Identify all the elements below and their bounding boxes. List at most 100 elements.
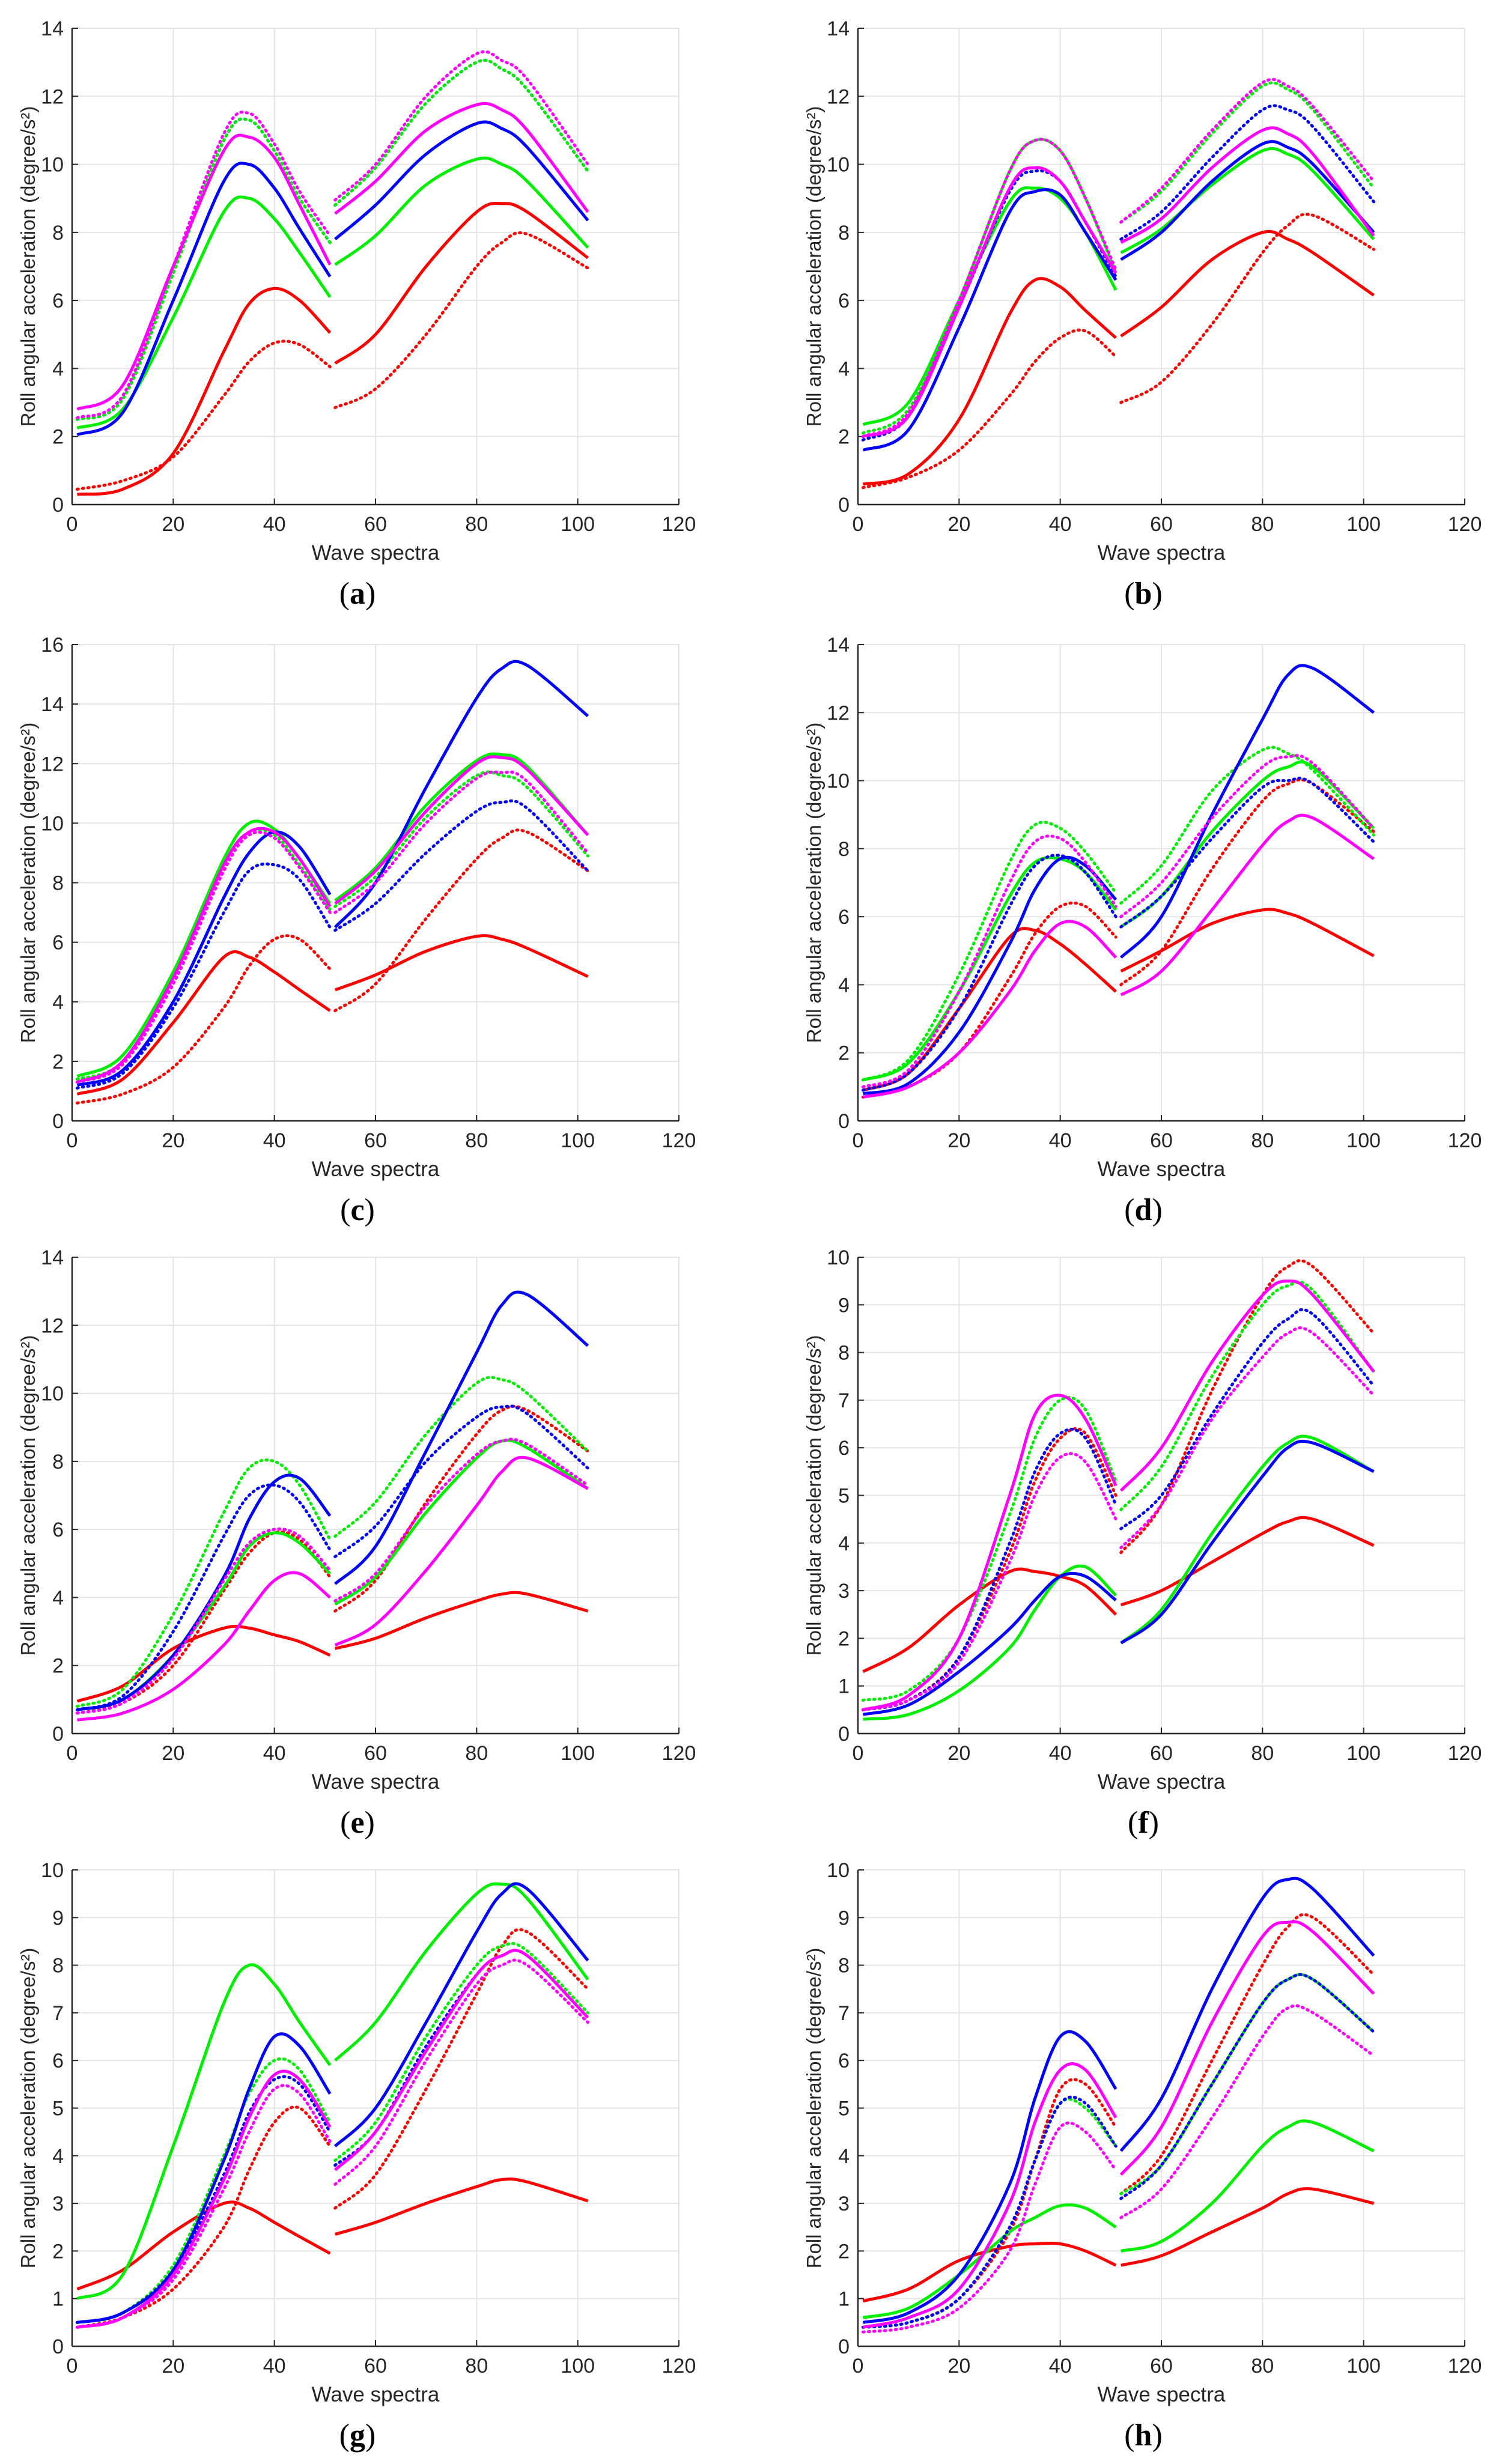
series-magenta-solid-segment-1 (77, 1571, 331, 1722)
y-tick-label: 5 (838, 1485, 850, 1508)
x-tick-label: 80 (465, 1742, 488, 1765)
series-magenta-solid-segment-1 (76, 827, 332, 1084)
subplot-d: 0 20 40 60 80 100 120 0 2 4 6 8 10 12 14 Wave spectra Ro… (803, 634, 1482, 1227)
series-magenta-dotted-segment-1 (861, 138, 1117, 438)
subplot-a: 0 20 40 60 80 100 120 0 2 4 6 8 10 12 14 Wave spectra Ro… (17, 17, 696, 611)
series-green-solid-segment-2 (334, 1439, 589, 1606)
y-tick-label: 4 (52, 357, 64, 380)
y-tick-label: 1 (838, 2288, 850, 2311)
x-tick-label: 80 (1251, 2355, 1274, 2378)
x-tick-label: 100 (1346, 513, 1381, 536)
y-axis-label: Roll angular acceleration (degree/s²) (17, 723, 39, 1043)
series-magenta-dotted-segment-2 (1119, 754, 1375, 918)
caption-open: ( (339, 2418, 350, 2453)
series-magenta-dotted-segment-2 (333, 770, 589, 914)
series-blue-dotted-segment-2 (1119, 104, 1375, 241)
series-red-dotted-segment-1 (75, 1530, 332, 1715)
y-tick-label: 1 (838, 1675, 850, 1698)
y-tick-label: 2 (52, 1655, 64, 1678)
series-green-solid-segment-1 (863, 1564, 1117, 1721)
x-tick-label: 0 (67, 2355, 78, 2378)
series-blue-dotted-segment-2 (333, 799, 589, 932)
series-red-solid-segment-2 (335, 1591, 589, 1650)
series-red-dotted-segment-2 (1119, 1259, 1375, 1555)
y-tick-label: 0 (52, 1723, 64, 1746)
series-red-solid-segment-1 (77, 287, 332, 496)
series-red-dotted-segment-1 (75, 339, 332, 491)
y-tick-label: 8 (838, 838, 850, 861)
series-blue-solid-segment-1 (76, 1473, 332, 1711)
y-tick-label: 10 (827, 770, 850, 793)
series-magenta-dotted-segment-1 (861, 834, 1117, 1088)
series-magenta-solid-segment-2 (334, 1455, 589, 1646)
series-magenta-solid-segment-1 (76, 2069, 332, 2329)
x-axis-label: Wave spectra (1098, 1158, 1226, 1181)
series-red-solid-segment-1 (862, 277, 1117, 486)
series-magenta-solid-segment-1 (862, 166, 1117, 438)
y-tick-label: 6 (838, 1437, 850, 1460)
y-axis-label: Roll angular acceleration (degree/s²) (803, 106, 825, 427)
series-red-solid-segment-2 (1121, 2187, 1375, 2267)
caption-close: ) (365, 1193, 375, 1227)
series-blue-dotted-segment-2 (1119, 1308, 1375, 1531)
series-green-dotted-segment-1 (861, 1396, 1117, 1702)
y-axis-label: Roll angular acceleration (degree/s²) (17, 1335, 39, 1656)
series-magenta-dotted-segment-2 (333, 1958, 589, 2186)
caption-letter: e (350, 1806, 364, 1840)
y-tick-label: 10 (41, 1859, 64, 1882)
series-magenta-solid-segment-2 (334, 755, 589, 905)
caption-letter: f (1138, 1806, 1149, 1840)
y-axis-label: Roll angular acceleration (degree/s²) (17, 1948, 39, 2269)
x-tick-label: 20 (947, 1742, 970, 1765)
series-blue-solid-segment-1 (862, 855, 1117, 1096)
series-green-solid-segment-2 (1120, 147, 1375, 254)
x-tick-label: 0 (853, 2355, 864, 2378)
x-tick-label: 20 (162, 1742, 184, 1765)
series-blue-solid-segment-2 (334, 120, 589, 241)
x-tick-label: 60 (1150, 2355, 1173, 2378)
caption-letter: a (350, 577, 365, 611)
subplot-caption: (d) (1124, 1193, 1163, 1227)
series-blue-dotted-segment-1 (861, 1427, 1117, 1711)
caption-open: ( (340, 1193, 350, 1227)
x-tick-label: 40 (1049, 1742, 1072, 1765)
y-tick-label: 8 (52, 222, 64, 244)
y-tick-label: 3 (838, 2192, 850, 2215)
x-axis-label: Wave spectra (312, 1158, 440, 1181)
x-tick-label: 40 (263, 1129, 286, 1152)
series-blue-solid-segment-2 (1119, 1877, 1375, 2152)
series-magenta-solid-segment-1 (862, 1394, 1117, 1711)
series-blue-solid-segment-1 (862, 1571, 1117, 1716)
series-green-solid-segment-2 (334, 752, 589, 902)
y-tick-label: 1 (52, 2288, 64, 2311)
series-magenta-solid-segment-1 (862, 2062, 1117, 2329)
series-blue-dotted-segment-2 (1119, 1973, 1375, 2200)
y-tick-label: 4 (52, 991, 64, 1014)
y-tick-label: 12 (827, 702, 850, 724)
subplot-caption: (c) (340, 1193, 375, 1227)
x-tick-label: 0 (67, 1129, 78, 1152)
y-tick-label: 2 (838, 1042, 850, 1065)
series-red-solid-segment-1 (76, 2200, 331, 2291)
x-tick-label: 60 (1150, 1129, 1173, 1152)
caption-letter: c (350, 1193, 364, 1227)
x-tick-label: 0 (67, 513, 78, 536)
series-red-dotted-segment-2 (333, 231, 589, 410)
series-red-solid-segment-2 (1120, 229, 1375, 338)
x-tick-label: 120 (662, 1129, 696, 1152)
series-blue-solid-segment-1 (76, 162, 332, 437)
x-tick-label: 40 (1049, 1129, 1072, 1152)
series-magenta-solid-segment-2 (1119, 1920, 1375, 2176)
series-blue-solid-segment-2 (334, 1290, 589, 1585)
x-tick-label: 20 (947, 1129, 970, 1152)
x-tick-label: 80 (1251, 1742, 1274, 1765)
y-tick-label: 10 (41, 812, 64, 835)
y-tick-label: 2 (838, 2240, 850, 2263)
series-green-dotted-segment-1 (861, 821, 1117, 1082)
series-green-dotted-segment-2 (1119, 745, 1375, 905)
caption-close: ) (1149, 1806, 1159, 1840)
y-tick-label: 6 (52, 290, 64, 312)
caption-open: ( (1124, 577, 1134, 611)
x-axis-label: Wave spectra (312, 2383, 440, 2406)
series-green-dotted-segment-2 (1119, 1280, 1375, 1511)
